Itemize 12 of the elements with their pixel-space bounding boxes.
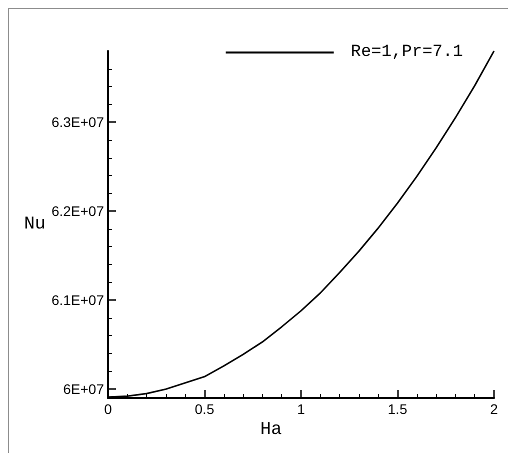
y-tick-label: 6.1E+07 xyxy=(51,292,104,308)
y-tick-label: 6.2E+07 xyxy=(51,203,104,220)
x-tick-label: 0 xyxy=(104,401,112,417)
x-axis-title: Ha xyxy=(260,420,282,440)
x-tick-label: 1 xyxy=(297,401,306,417)
series-label: Re=1,Pr=7.1 xyxy=(350,43,463,62)
y-tick-label: 6E+07 xyxy=(63,381,104,398)
x-tick-label: 1.5 xyxy=(388,401,408,417)
x-tick-label: 0.5 xyxy=(194,401,214,417)
y-tick-label: 6.3E+07 xyxy=(51,114,104,130)
x-tick-label: 2 xyxy=(490,401,498,417)
y-axis-title: Nu xyxy=(24,214,46,234)
